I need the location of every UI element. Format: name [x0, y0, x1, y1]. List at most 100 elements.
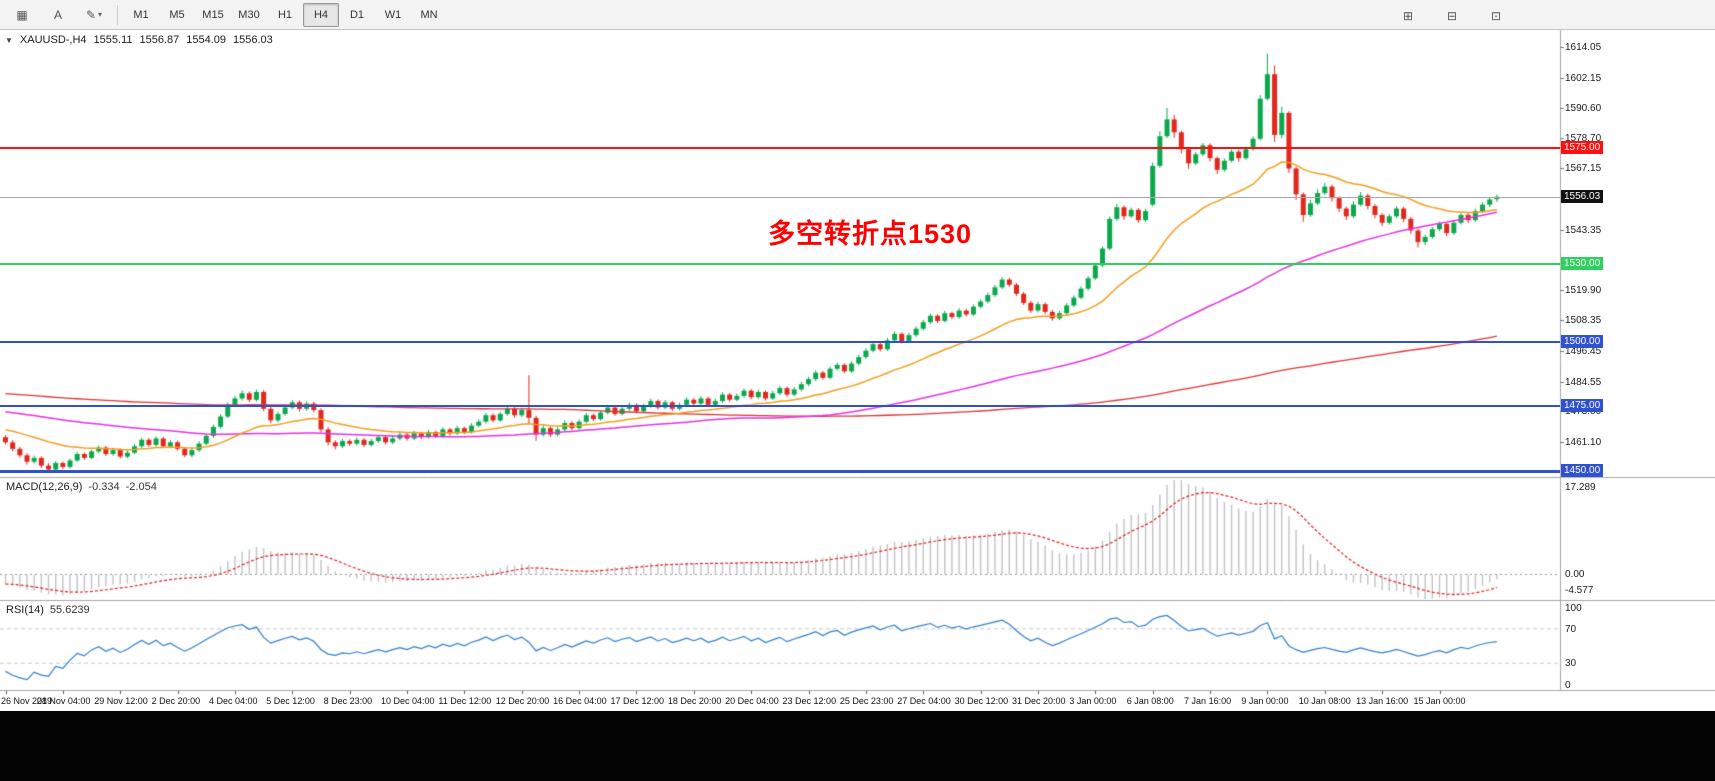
time-axis-label: 5 Dec 12:00: [266, 696, 315, 706]
price-axis-tick: 1578.70: [1565, 133, 1602, 145]
rsi-value: 55.6239: [49, 604, 90, 616]
time-axis-label: 6 Jan 08:00: [1126, 696, 1174, 706]
ohlc-low: 1554.09: [186, 34, 227, 46]
time-axis-label: 17 Dec 12:00: [610, 696, 664, 706]
indicators-icon[interactable]: ⊞: [1390, 4, 1426, 28]
rsi-scale-tick: 0: [1565, 680, 1571, 691]
time-axis-label: 8 Dec 23:00: [323, 696, 373, 706]
time-axis-label: 18 Dec 20:00: [667, 696, 722, 706]
chart-tools-icon[interactable]: ▦: [4, 3, 40, 27]
price-level-tag: 1500.00: [1561, 334, 1604, 348]
chart-tools-icon: ▦: [16, 7, 28, 22]
price-axis-tick: 1461.10: [1565, 437, 1602, 449]
rsi-name: RSI(14): [6, 604, 44, 616]
bid-price-line: [0, 197, 1560, 198]
chart-canvas[interactable]: [0, 30, 1715, 711]
price-axis-tick: 1614.05: [1565, 41, 1602, 53]
timeframe-button-m15[interactable]: M15: [202, 8, 224, 21]
macd-indicator-label: MACD(12,26,9) -0.334 -2.054: [6, 481, 157, 493]
price-axis-tick: 1508.35: [1565, 315, 1602, 327]
chart-settings-icon[interactable]: ⊡: [1478, 4, 1514, 28]
macd-signal-value: -2.054: [125, 481, 157, 493]
time-axis-label: 28 Nov 04:00: [36, 696, 91, 706]
timeframe-button-h1[interactable]: H1: [277, 8, 293, 21]
timeframe-button-w1[interactable]: W1: [384, 8, 402, 21]
drawing-tools-icon: ✎: [85, 7, 97, 22]
chart-region: ▼ XAUUSD-,H4 1555.11 1556.87 1554.09 155…: [0, 30, 1715, 711]
price-level-tag: 1450.00: [1561, 463, 1604, 477]
time-axis-label: 9 Jan 00:00: [1241, 696, 1289, 706]
time-axis-label: 4 Dec 04:00: [208, 696, 258, 706]
price-level-tag: 1530.00: [1561, 257, 1604, 271]
timeframe-button-m30[interactable]: M30: [238, 8, 260, 21]
templates-icon[interactable]: ⊟: [1434, 4, 1470, 28]
time-axis-label: 25 Dec 23:00: [839, 696, 894, 706]
time-axis-label: 10 Dec 04:00: [381, 696, 435, 706]
timeframe-button-m1[interactable]: M1: [133, 8, 149, 21]
indicators-icon: ⊞: [1402, 9, 1414, 23]
macd-scale-tick: 17.289: [1565, 482, 1596, 494]
price-axis-tick: 1519.90: [1565, 285, 1602, 297]
price-axis-tick: 1484.55: [1565, 376, 1602, 388]
price-axis-tick: 1543.35: [1565, 224, 1602, 236]
chart-settings-icon: ⊡: [1490, 9, 1502, 23]
time-axis-label: 16 Dec 04:00: [553, 696, 607, 706]
time-axis-label: 23 Dec 12:00: [782, 696, 837, 706]
text-tool-icon[interactable]: A: [40, 3, 76, 27]
rsi-scale-tick: 100: [1565, 603, 1582, 614]
templates-icon: ⊟: [1446, 9, 1458, 23]
rsi-indicator-label: RSI(14) 55.6239: [6, 604, 90, 616]
time-axis-label: 10 Jan 08:00: [1298, 696, 1351, 706]
timeframe-button-d1[interactable]: D1: [349, 8, 365, 21]
time-axis-label: 20 Dec 04:00: [725, 696, 779, 706]
horizontal-level-line-153000[interactable]: [0, 263, 1560, 265]
macd-main-value: -0.334: [88, 481, 120, 493]
horizontal-level-line-147500[interactable]: [0, 405, 1560, 407]
toolbar-right-icons: ⊞ ⊟ ⊡: [1390, 4, 1514, 28]
drawing-tools-icon[interactable]: ✎ ▾: [76, 3, 112, 27]
time-axis-label: 2 Dec 20:00: [151, 696, 201, 706]
toolbar: ▦ A ✎ ▾ M1 M5 M15 M30 H1 H4 D1 W1 MN ⊞ ⊟ ⊡: [0, 0, 1715, 30]
time-axis-label: 7 Jan 16:00: [1184, 696, 1232, 706]
dropdown-caret-icon: ▾: [98, 10, 103, 19]
time-axis-label: 29 Nov 12:00: [94, 696, 148, 706]
horizontal-level-line-157500[interactable]: [0, 147, 1560, 149]
price-axis-tick: 1602.15: [1565, 72, 1602, 84]
macd-scale-tick: -4.577: [1565, 585, 1594, 597]
timeframe-button-h4[interactable]: H4: [303, 2, 339, 27]
rsi-scale-tick: 70: [1565, 623, 1577, 635]
timeframe-button-m5[interactable]: M5: [169, 8, 185, 21]
symbol-ohlc-line: ▼ XAUUSD-,H4 1555.11 1556.87 1554.09 155…: [5, 34, 273, 46]
price-level-tag: 1475.00: [1561, 399, 1604, 413]
price-axis-tick: 1567.15: [1565, 163, 1602, 175]
macd-name: MACD(12,26,9): [6, 481, 83, 493]
time-axis-label: 12 Dec 20:00: [495, 696, 550, 706]
toolbar-separator: [117, 4, 118, 25]
price-axis-tick: 1496.45: [1565, 345, 1602, 357]
bid-price-tag: 1556.03: [1561, 189, 1604, 203]
time-axis-label: 11 Dec 12:00: [438, 696, 492, 706]
rsi-scale-tick: 30: [1565, 658, 1577, 670]
ohlc-open: 1555.11: [93, 34, 133, 46]
time-axis-label: 26 Nov 2019: [1, 696, 53, 706]
price-level-tag: 1575.00: [1561, 140, 1604, 154]
chart-text-annotation[interactable]: 多空转折点1530: [768, 219, 973, 249]
time-axis-label: 3 Jan 00:00: [1069, 696, 1117, 706]
time-axis-label: 27 Dec 04:00: [897, 696, 951, 706]
time-axis-label: 15 Jan 00:00: [1413, 696, 1466, 706]
time-axis-label: 31 Dec 20:00: [1011, 696, 1066, 706]
price-axis-tick: 1590.60: [1565, 102, 1602, 114]
collapse-ohlc-icon[interactable]: ▼: [5, 35, 13, 45]
text-tool-icon: A: [53, 7, 62, 22]
horizontal-level-line-145000[interactable]: [0, 470, 1560, 473]
time-axis-label: 30 Dec 12:00: [954, 696, 1009, 706]
horizontal-level-line-150000[interactable]: [0, 341, 1560, 343]
bottom-black-bar: [0, 711, 1715, 781]
ohlc-close: 1556.03: [233, 34, 273, 46]
timeframe-button-mn[interactable]: MN: [420, 8, 438, 21]
symbol-title: XAUUSD-,H4: [19, 34, 87, 46]
ohlc-high: 1556.87: [139, 34, 180, 46]
macd-scale-tick: 0.00: [1565, 569, 1585, 581]
time-axis-label: 13 Jan 16:00: [1356, 696, 1409, 706]
